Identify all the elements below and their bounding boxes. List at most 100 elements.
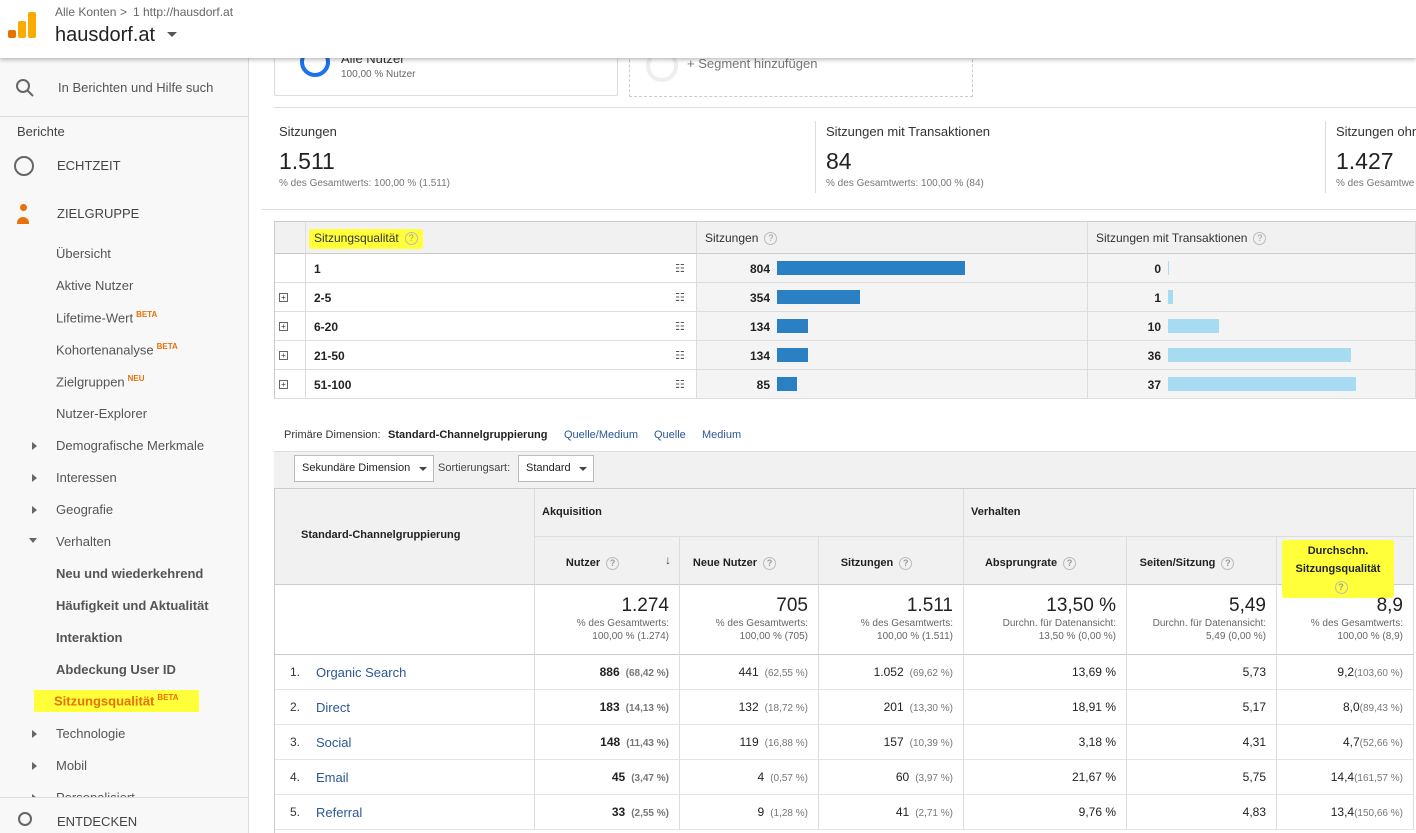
dimension-option[interactable]: Medium: [702, 429, 742, 441]
bar: [1168, 377, 1356, 391]
row-name[interactable]: Direct: [316, 700, 350, 715]
badge: BETA: [136, 310, 158, 319]
nav-item[interactable]: Übersicht: [56, 246, 111, 261]
cell-value: 1: [1154, 291, 1161, 305]
column-header[interactable]: Sitzungen?: [705, 229, 778, 247]
nav-item[interactable]: Neu und wiederkehrend: [56, 566, 203, 581]
cell-value: 148: [600, 735, 621, 749]
nav-item[interactable]: Aktive Nutzer: [56, 278, 133, 293]
total-sub: Durchn. für Datenansicht:: [1002, 618, 1116, 629]
total-sub: 100,00 % (1.274): [592, 631, 669, 642]
row-name[interactable]: Email: [316, 770, 349, 785]
bar: [777, 377, 797, 391]
nav-label: Neu und wiederkehrend: [56, 566, 204, 581]
row-name[interactable]: Referral: [316, 805, 363, 820]
cell-value: 9,2: [1337, 665, 1355, 679]
total-sub: % des Gesamtwerts:: [860, 618, 953, 629]
row-label: 21-50: [314, 349, 345, 363]
secondary-dimension[interactable]: Sekundäre Dimension: [294, 455, 434, 482]
total-value: 1.511: [906, 595, 953, 616]
dimension-option[interactable]: Quelle/Medium: [564, 429, 638, 441]
add-segment[interactable]: [629, 58, 973, 97]
total-sub: Durchn. für Datenansicht:: [1152, 618, 1266, 629]
expand-arrow[interactable]: [32, 762, 37, 770]
dimension-option[interactable]: Standard-Channelgruppierung: [388, 429, 548, 441]
nav-item[interactable]: Verhalten: [56, 534, 111, 549]
row-cell: 9,76 %: [964, 795, 1127, 830]
row-label: 2-5: [314, 291, 332, 305]
search-input[interactable]: In Berichten und Hilfe such: [58, 80, 214, 95]
nav-item[interactable]: Abdeckung User ID: [56, 662, 176, 677]
add-segment-label[interactable]: + Segment hinzufügen: [687, 58, 818, 71]
row-name[interactable]: Social: [316, 735, 352, 750]
nav-item[interactable]: ECHTZEIT: [57, 158, 121, 173]
nav-item[interactable]: Demografische Merkmale: [56, 438, 204, 453]
nav-item[interactable]: ZIELGRUPPE: [57, 206, 140, 221]
nav-item[interactable]: Lifetime-Wert BETA: [56, 310, 157, 325]
nav-item[interactable]: Interaktion: [56, 630, 122, 645]
expand-toggle[interactable]: +: [279, 322, 288, 331]
cell-value: 5,73: [1242, 665, 1266, 679]
nav-label: Häufigkeit und Aktualität: [56, 598, 209, 613]
nav-item[interactable]: Technologie: [56, 726, 125, 741]
row-menu[interactable]: ☷: [675, 379, 685, 391]
table-cell: [306, 254, 697, 283]
row-menu[interactable]: ☷: [675, 292, 685, 304]
expand-arrow[interactable]: [32, 442, 37, 450]
column-header-cell[interactable]: [964, 537, 1127, 585]
nav-item[interactable]: Geografie: [56, 502, 113, 517]
expand-toggle[interactable]: +: [279, 351, 288, 360]
cell-value: 0: [1154, 262, 1161, 276]
column-header[interactable]: Sitzungen mit Transaktionen?: [1096, 229, 1267, 247]
sidebar: In Berichten und Hilfe such Berichte ECHTZ…: [0, 58, 249, 833]
nav-item[interactable]: Zielgruppen NEU: [56, 374, 145, 389]
badge: BETA: [157, 693, 179, 702]
cell-value: 13,69 %: [1071, 665, 1116, 679]
cell-percent: (3,97 %): [915, 773, 953, 784]
table-cell: [697, 341, 1088, 370]
row-cell: 148 (11,43 %): [535, 725, 680, 760]
cell-percent: (13,30 %): [909, 703, 953, 714]
totals-cell: [1277, 585, 1414, 655]
column-header-cell[interactable]: [680, 537, 819, 585]
column-header-cell[interactable]: [1127, 537, 1277, 585]
expand-arrow[interactable]: [32, 506, 37, 514]
total-value: 8,9: [1376, 595, 1403, 616]
column-header-cell[interactable]: [819, 537, 964, 585]
table-cell: [1088, 312, 1416, 341]
cell-percent: (10,39 %): [909, 738, 953, 749]
cell-percent: (161,57 %): [1354, 773, 1403, 784]
totals-cell: [819, 585, 964, 655]
nav-item[interactable]: Nutzer-Explorer: [56, 406, 147, 421]
dimension-option[interactable]: Quelle: [654, 429, 686, 441]
expand-toggle[interactable]: +: [279, 293, 288, 302]
nav-item[interactable]: Sitzungsqualität BETA: [34, 690, 199, 713]
row-menu[interactable]: ☷: [675, 321, 685, 333]
nav-item[interactable]: Interessen: [56, 470, 117, 485]
row-cell: 13,4(150,66 %): [1277, 795, 1414, 830]
cell-value: 18,91 %: [1071, 700, 1116, 714]
segment-card[interactable]: [274, 58, 618, 96]
row-menu[interactable]: ☷: [675, 350, 685, 362]
header-text: Seiten/Sitzung: [1139, 557, 1216, 569]
nav-item[interactable]: Kohortenanalyse BETA: [56, 342, 178, 357]
row-cell: [275, 760, 535, 795]
nav-item[interactable]: ENTDECKEN: [57, 814, 138, 829]
cell-value: 37: [1147, 378, 1161, 392]
property-selector[interactable]: hausdorf.at: [55, 24, 156, 46]
expand-arrow[interactable]: [32, 474, 37, 482]
nav-item[interactable]: Mobil: [56, 758, 87, 773]
row-cell: 45 (3,47 %): [535, 760, 680, 795]
expand-arrow[interactable]: [32, 730, 37, 738]
help-icon: ?: [1221, 556, 1235, 570]
expand-toggle[interactable]: +: [279, 380, 288, 389]
breadcrumb-item[interactable]: Alle Konten: [55, 5, 117, 19]
row-menu[interactable]: ☷: [675, 263, 685, 275]
column-header[interactable]: Sitzungsqualität?: [309, 229, 423, 250]
nav-item[interactable]: Häufigkeit und Aktualität: [56, 598, 209, 613]
expand-arrow[interactable]: [29, 538, 37, 543]
nav-label: Lifetime-Wert: [56, 310, 134, 326]
row-name[interactable]: Organic Search: [316, 665, 407, 680]
breadcrumb-item[interactable]: 1 http://hausdorf.at: [133, 5, 234, 19]
